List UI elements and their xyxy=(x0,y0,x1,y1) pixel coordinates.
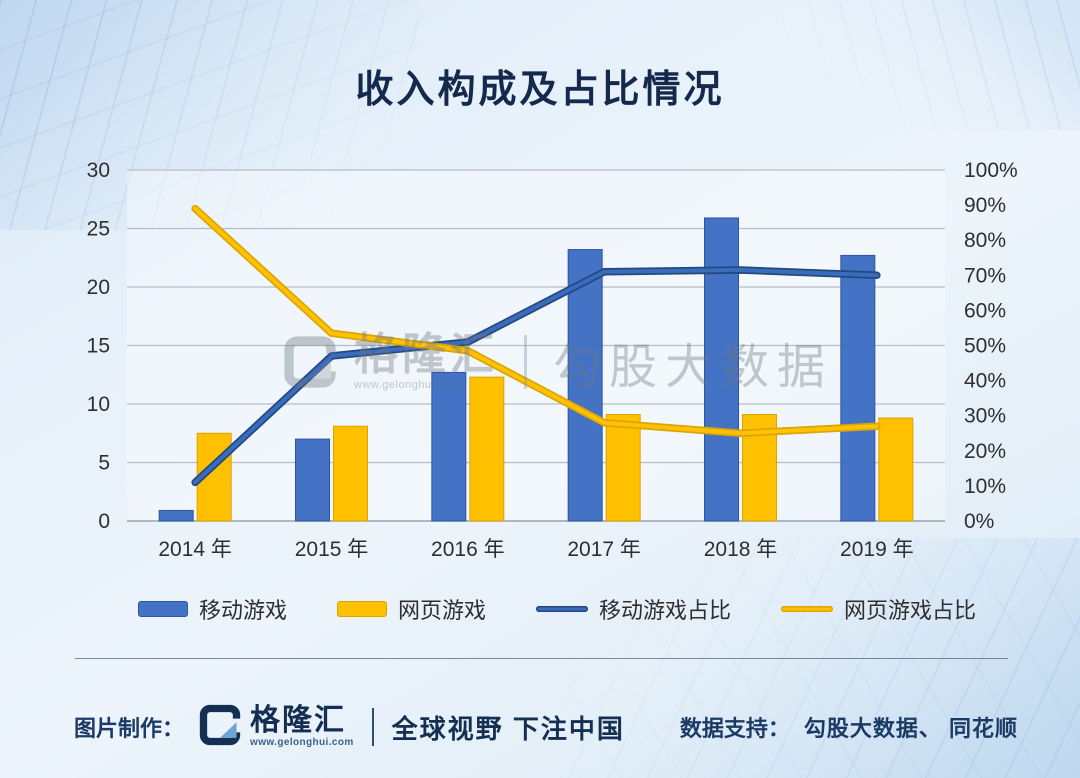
footer-separator-line xyxy=(75,658,1008,659)
x-axis-labels: 2014 年 2015 年 2016 年 2017 年 2018 年 2019 年 xyxy=(158,538,913,561)
right-axis-tick: 40% xyxy=(964,370,1006,393)
x-axis-label: 2017 年 xyxy=(567,538,641,561)
right-axis-ticks: 0% 10% 20% 30% 40% 50% 60% 70% 80% 90% 100% xyxy=(964,159,1018,533)
left-axis-tick: 20 xyxy=(87,276,110,299)
x-axis-label: 2016 年 xyxy=(431,538,505,561)
right-axis-tick: 100% xyxy=(964,159,1018,182)
legend-label-web-line: 网页游戏占比 xyxy=(843,598,976,623)
bar-0-0 xyxy=(158,509,194,522)
bar-0-2 xyxy=(431,371,467,522)
x-axis-label: 2018 年 xyxy=(704,538,778,561)
brand-slogan: 全球视野 下注中国 xyxy=(391,713,625,744)
legend-label-mobile-bar: 移动游戏 xyxy=(199,598,288,623)
bar-0-3 xyxy=(567,249,603,522)
line-series-1 xyxy=(191,204,881,437)
bar-0-1 xyxy=(295,438,330,522)
made-by-label: 图片制作： xyxy=(74,716,185,741)
legend-item-web-bar: 网页游戏 xyxy=(336,593,486,625)
right-axis-tick: 70% xyxy=(964,264,1006,287)
bar-1-2 xyxy=(469,376,505,522)
bar-1-3 xyxy=(605,414,641,522)
left-axis-tick: 10 xyxy=(87,393,110,416)
legend-swatch-web-bar xyxy=(336,601,387,617)
left-axis-tick: 5 xyxy=(98,452,110,475)
legend-item-web-line: 网页游戏占比 xyxy=(780,593,976,625)
right-axis-tick: 20% xyxy=(964,440,1006,463)
legend-swatch-mobile-line xyxy=(535,606,588,612)
gelonghui-logo-icon xyxy=(198,703,242,752)
left-axis-tick: 0 xyxy=(98,510,110,533)
line-core-0 xyxy=(193,268,879,485)
x-axis-label: 2015 年 xyxy=(295,538,369,561)
legend-label-mobile-line: 移动游戏占比 xyxy=(598,598,731,623)
x-axis-label: 2014 年 xyxy=(158,538,232,561)
right-axis-tick: 30% xyxy=(964,405,1006,428)
right-axis-tick: 50% xyxy=(964,335,1006,358)
legend-item-mobile-bar: 移动游戏 xyxy=(138,593,287,625)
right-axis-tick: 10% xyxy=(964,475,1006,498)
gelonghui-logo: 格隆汇 www.gelonghui.com xyxy=(198,703,354,752)
bar-0-4 xyxy=(704,217,739,522)
data-support-label: 数据支持： xyxy=(679,716,790,741)
brand-url: www.gelonghui.com xyxy=(250,737,354,748)
bar-0-5 xyxy=(840,254,876,522)
right-axis-tick: 60% xyxy=(964,299,1006,322)
left-axis-ticks: 0 5 10 15 20 25 30 xyxy=(87,159,110,533)
line-core-1 xyxy=(193,206,879,436)
chart-legend: 移动游戏 网页游戏 移动游戏占比 网页游戏占比 xyxy=(138,590,976,628)
line-series-0 xyxy=(191,266,881,487)
left-axis-tick: 30 xyxy=(87,159,110,182)
right-axis-tick: 0% xyxy=(964,510,994,533)
legend-label-web-bar: 网页游戏 xyxy=(397,598,486,623)
x-axis-label: 2019 年 xyxy=(840,538,914,561)
legend-swatch-mobile-bar xyxy=(138,601,188,617)
footer: 图片制作： 格隆汇 www.gelonghui.com 全球视野 下注中国 数据… xyxy=(0,676,1080,778)
footer-divider xyxy=(371,708,374,746)
right-axis-tick: 80% xyxy=(964,229,1006,252)
page-title: 收入构成及占比情况 xyxy=(355,69,725,111)
left-axis-tick: 25 xyxy=(87,218,110,241)
bar-1-1 xyxy=(333,425,368,522)
left-axis-tick: 15 xyxy=(87,335,110,358)
data-support-value: 勾股大数据、 同花顺 xyxy=(803,716,1018,741)
legend-item-mobile-line: 移动游戏占比 xyxy=(535,593,731,625)
brand-name: 格隆汇 xyxy=(250,704,347,737)
bar-1-5 xyxy=(878,417,914,522)
legend-swatch-web-line xyxy=(780,606,833,612)
right-axis-tick: 90% xyxy=(964,194,1006,217)
